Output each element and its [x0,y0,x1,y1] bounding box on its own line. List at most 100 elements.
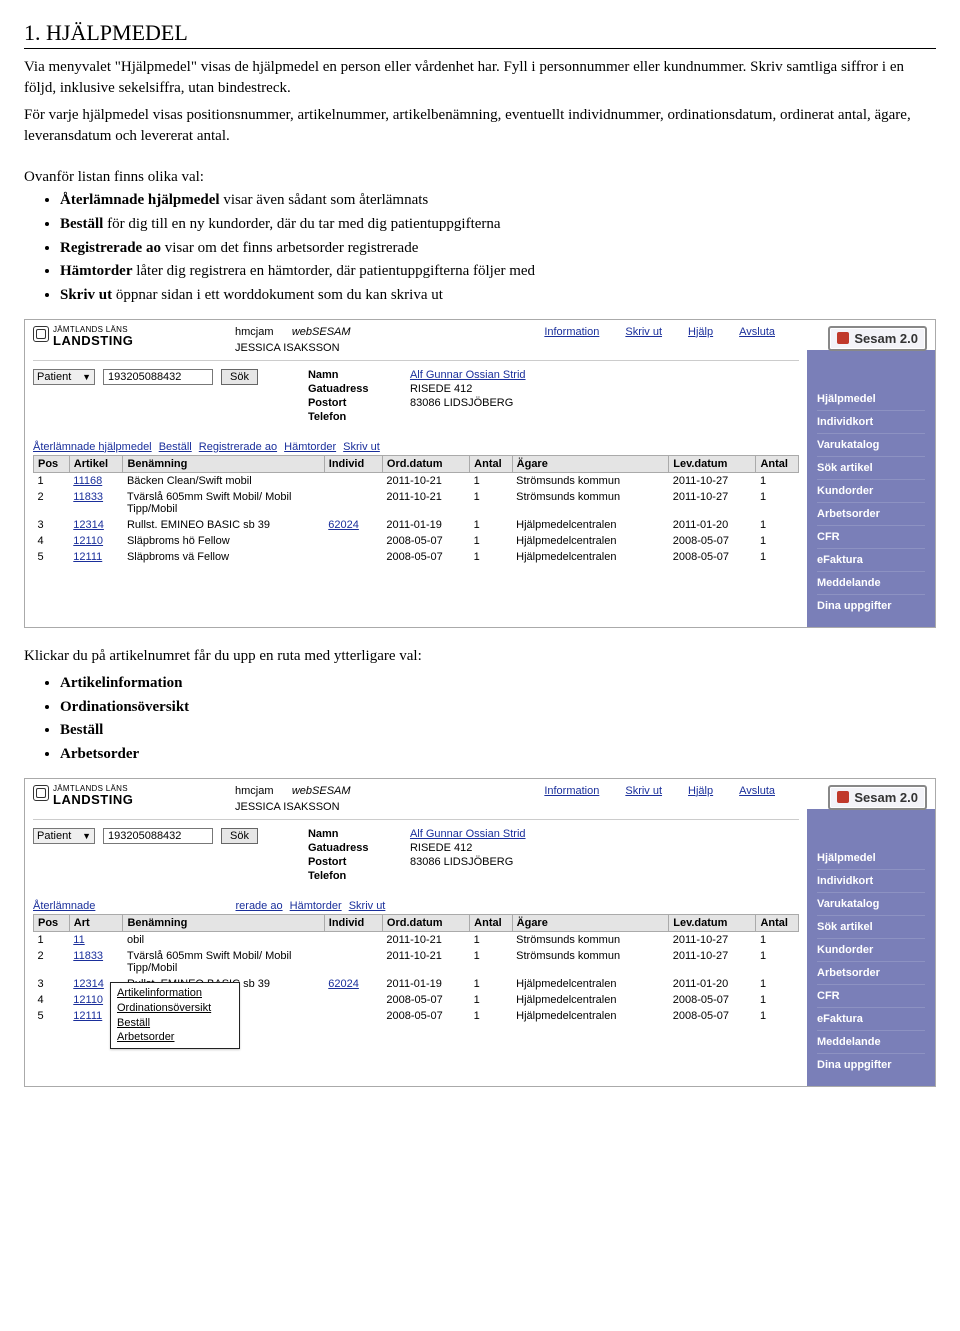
menu-item-artikelinfo[interactable]: Artikelinformation [117,986,233,1001]
sidebar-item[interactable]: Hjälpmedel [817,388,925,410]
patient-name-link[interactable]: Alf Gunnar Ossian Strid [410,828,526,840]
cell-pos: 5 [34,549,70,565]
sidebar-item[interactable]: Kundorder [817,479,925,502]
header-center: hmcjam webSESAM JESSICA ISAKSSON [235,326,351,358]
type-select[interactable]: Patient ▼ [33,828,95,844]
article-link[interactable]: 12314 [73,519,104,531]
article-link[interactable]: 11 [73,934,84,946]
cell-benamning: Tvärslå 605mm Swift Mobil/ Mobil Tipp/Mo… [123,948,324,976]
header-link-information[interactable]: Information [544,785,599,797]
cell-orddatum: 2011-10-21 [382,948,469,976]
sidebar-item[interactable]: Sök artikel [817,915,925,938]
sidebar-item[interactable]: Dina uppgifter [817,1053,925,1076]
cell-agare: Strömsunds kommun [512,489,669,517]
sesam-logo-icon [837,332,849,344]
action-order[interactable]: Beställ [159,441,192,453]
header-link-print[interactable]: Skriv ut [625,326,662,338]
cell-levdatum: 2008-05-07 [669,533,756,549]
value-phone [410,870,526,882]
individ-link[interactable]: 62024 [328,978,359,990]
cell-artikel: 11833 [69,948,123,976]
sidebar-item[interactable]: Arbetsorder [817,961,925,984]
sidebar-item[interactable]: Varukatalog [817,892,925,915]
id-input[interactable]: 193205088432 [103,369,213,385]
sidebar-item[interactable]: eFaktura [817,548,925,571]
screenshot-1: JÄMTLANDS LÄNS LANDSTING hmcjam webSESAM… [24,319,936,628]
bullet-list-1: Återlämnade hjälpmedel visar även sådant… [24,190,936,307]
search-row: Patient ▼ 193205088432 Sök [33,369,258,385]
sidebar-item[interactable]: CFR [817,525,925,548]
cell-agare: Strömsunds kommun [512,931,669,948]
id-input[interactable]: 193205088432 [103,828,213,844]
action-registered-partial[interactable]: rerade ao [236,900,283,912]
value-address: RISEDE 412 [410,383,526,395]
menu-item-arbetsorder[interactable]: Arbetsorder [117,1030,233,1045]
patient-name-link[interactable]: Alf Gunnar Ossian Strid [410,369,526,381]
th-pos: Pos [34,914,70,931]
cell-artikel: 11168 [69,472,123,489]
header-link-help[interactable]: Hjälp [688,326,713,338]
sidebar-item[interactable]: Meddelande [817,571,925,594]
sidebar-item[interactable]: Sök artikel [817,456,925,479]
action-registered-ao[interactable]: Registrerade ao [199,441,277,453]
article-link[interactable]: 12111 [73,1010,102,1022]
sidebar-item[interactable]: Kundorder [817,938,925,961]
header-link-information[interactable]: Information [544,326,599,338]
list-item: Artikelinformation [60,673,936,695]
article-link[interactable]: 12111 [73,551,102,563]
brand-big: LANDSTING [53,334,133,348]
search-button[interactable]: Sök [221,369,258,385]
list-item: Arbetsorder [60,744,936,766]
cell-levdatum: 2011-01-20 [669,976,756,992]
action-links: Återlämnade hjälpmedel Beställ Registrer… [33,441,799,453]
th-individ: Individ [324,914,382,931]
article-link[interactable]: 11168 [73,475,102,487]
info-grid: Namn Alf Gunnar Ossian Strid Gatuadress … [308,369,526,423]
article-link[interactable]: 12110 [73,994,103,1006]
cell-antal2: 1 [756,948,799,976]
cell-artikel: 12110 [69,533,123,549]
sidebar-item[interactable]: Hjälpmedel [817,847,925,869]
sidebar-item[interactable]: eFaktura [817,1007,925,1030]
article-link[interactable]: 11833 [73,491,103,503]
sidebar-item[interactable]: Dina uppgifter [817,594,925,617]
action-returned-partial[interactable]: Återlämnade [33,900,95,912]
user-short: hmcjam [235,326,274,338]
sesam-badge: Sesam 2.0 [828,785,927,810]
cell-antal1: 1 [470,533,513,549]
header-link-logout[interactable]: Avsluta [739,326,775,338]
action-returned[interactable]: Återlämnade hjälpmedel [33,441,152,453]
header-link-logout[interactable]: Avsluta [739,785,775,797]
brand-big: LANDSTING [53,793,133,807]
sidebar-item[interactable]: Meddelande [817,1030,925,1053]
action-print[interactable]: Skriv ut [349,900,386,912]
header-link-print[interactable]: Skriv ut [625,785,662,797]
search-button[interactable]: Sök [221,828,258,844]
cell-orddatum: 2011-10-21 [382,489,469,517]
action-print[interactable]: Skriv ut [343,441,380,453]
header-link-help[interactable]: Hjälp [688,785,713,797]
th-antal2: Antal [756,455,799,472]
sidebar-item[interactable]: Varukatalog [817,433,925,456]
action-pickup[interactable]: Hämtorder [284,441,336,453]
article-link[interactable]: 11833 [73,950,103,962]
article-link[interactable]: 12314 [73,978,104,990]
action-pickup[interactable]: Hämtorder [290,900,342,912]
sidebar-item[interactable]: CFR [817,984,925,1007]
cell-antal2: 1 [756,549,799,565]
individ-link[interactable]: 62024 [328,519,359,531]
sidebar-item[interactable]: Individkort [817,869,925,892]
cell-agare: Hjälpmedelcentralen [512,976,669,992]
cell-individ [324,533,382,549]
sidebar-item[interactable]: Arbetsorder [817,502,925,525]
article-link[interactable]: 12110 [73,535,103,547]
label-name: Namn [308,369,398,381]
type-value: Patient [37,371,71,383]
menu-item-ordination[interactable]: Ordinationsöversikt [117,1001,233,1016]
sidebar-item[interactable]: Individkort [817,410,925,433]
type-select[interactable]: Patient ▼ [33,369,95,385]
paragraph-2: För varje hjälpmedel visas positionsnumm… [24,105,936,147]
menu-item-bestall[interactable]: Beställ [117,1016,233,1031]
cell-pos: 3 [34,976,70,992]
cell-individ [324,931,382,948]
